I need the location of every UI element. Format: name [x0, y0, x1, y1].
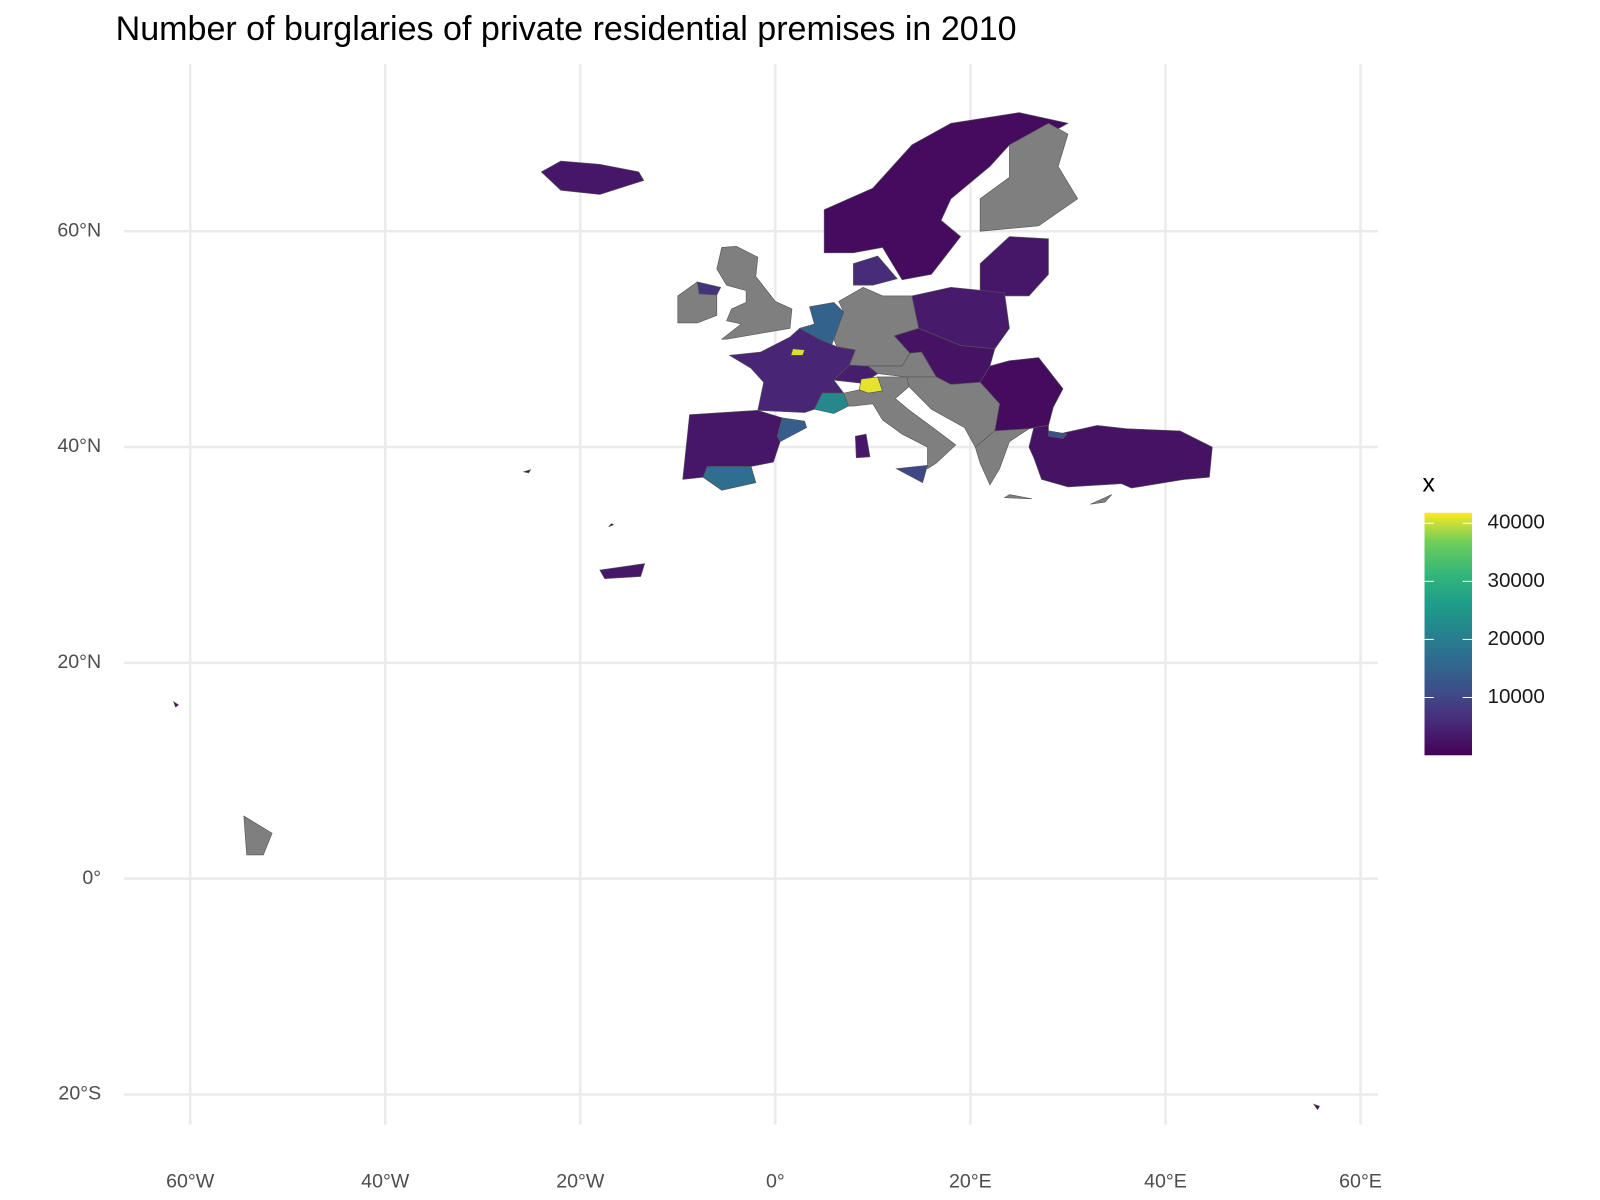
grid — [123, 63, 1379, 1125]
x-tick-label: 60°W — [166, 1171, 215, 1193]
x-tick-label: 0° — [766, 1171, 785, 1193]
region — [522, 469, 532, 474]
legend-label: 40000 — [1487, 511, 1544, 534]
legend: 10000 20000 30000 40000 — [1424, 511, 1545, 756]
x-tick-label: 20°W — [556, 1171, 605, 1193]
region — [855, 433, 871, 459]
region — [599, 563, 646, 579]
region — [1003, 494, 1032, 500]
region — [173, 700, 180, 708]
y-tick-label: 40°N — [57, 435, 101, 457]
region — [974, 428, 1031, 486]
region — [702, 466, 757, 491]
region — [790, 348, 806, 356]
region — [1312, 1103, 1320, 1111]
x-tick-label: 20°E — [949, 1171, 992, 1193]
region — [979, 236, 1049, 297]
region — [823, 112, 1069, 281]
map — [173, 112, 1320, 1111]
legend-label: 30000 — [1487, 569, 1544, 592]
colorbar — [1424, 512, 1472, 756]
x-tick-label: 40°E — [1144, 1171, 1187, 1193]
region — [716, 245, 793, 340]
x-tick-label: 40°W — [361, 1171, 410, 1193]
region — [867, 351, 937, 378]
y-tick-label: 20°S — [58, 1083, 101, 1105]
region — [1090, 494, 1113, 505]
region — [243, 815, 273, 856]
region — [696, 281, 722, 296]
chart-title: Number of burglaries of private resident… — [116, 10, 1017, 48]
region — [895, 464, 928, 484]
region — [979, 122, 1079, 232]
y-tick-label: 60°N — [57, 219, 101, 241]
region — [1048, 430, 1068, 439]
x-tick-label: 60°E — [1339, 1171, 1382, 1193]
region — [853, 255, 898, 286]
region — [608, 523, 615, 528]
region — [776, 417, 807, 443]
region — [540, 160, 645, 195]
legend-label: 20000 — [1487, 627, 1544, 650]
legend-label: 10000 — [1487, 685, 1544, 708]
y-tick-label: 0° — [82, 867, 101, 889]
region — [843, 376, 957, 470]
y-tick-label: 20°N — [57, 651, 101, 673]
legend-title: x — [1422, 471, 1435, 498]
